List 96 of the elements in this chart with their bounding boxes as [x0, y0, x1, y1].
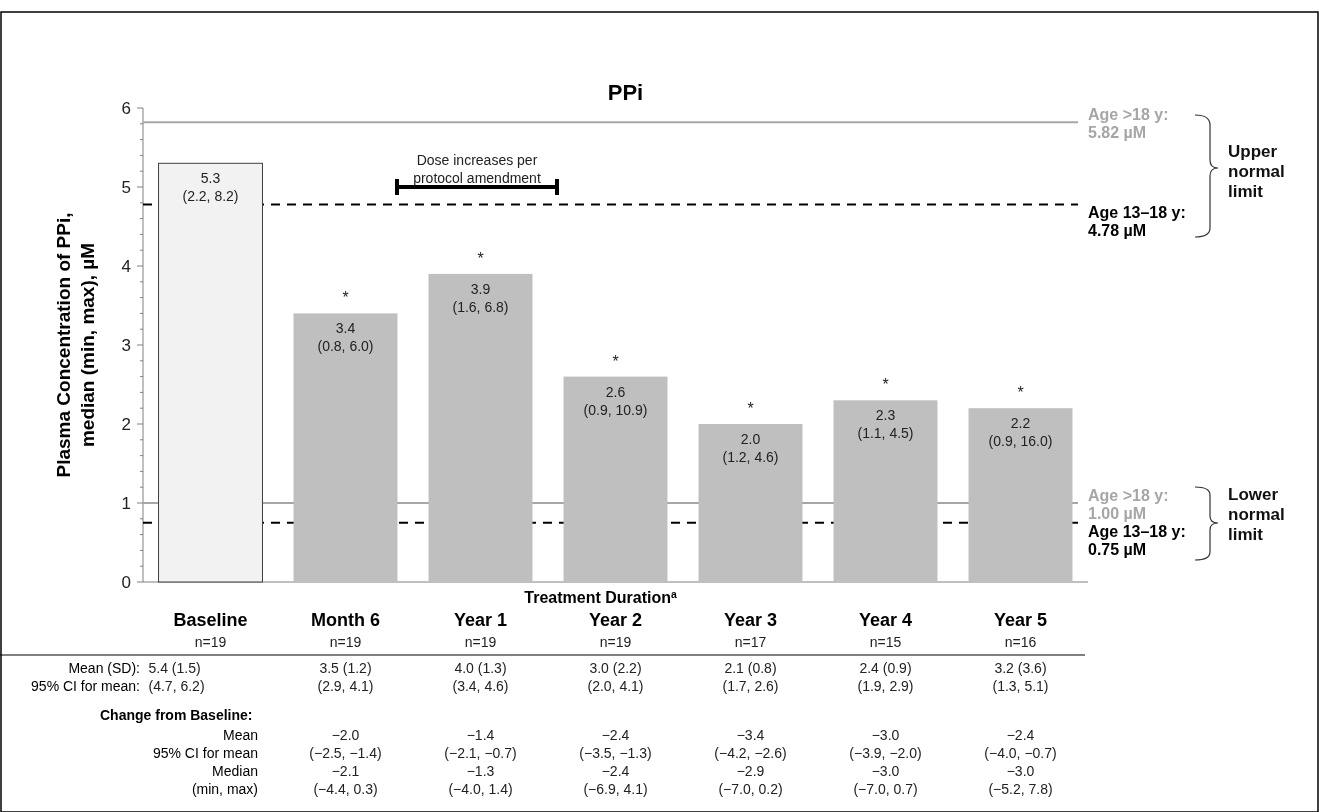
- bar: [563, 376, 668, 582]
- annotation: *: [342, 289, 349, 307]
- text: (−7.0, 0.2): [718, 780, 783, 797]
- x-tick-label: Year 1: [453, 610, 508, 630]
- annotation: Dose increases per protocol amendment: [413, 152, 541, 186]
- bar: [428, 273, 533, 582]
- text: (−4.2, −2.6): [714, 744, 787, 761]
- text: (−5.2, 7.8): [988, 780, 1053, 797]
- text: (1.7, 2.6): [722, 677, 779, 694]
- x-tick-label: Month 6: [311, 610, 380, 630]
- x-tick-label: Year 5: [993, 610, 1048, 630]
- text: −3.0: [871, 726, 900, 743]
- x-axis-title: Treatment Duration$^{a}$: [524, 588, 677, 606]
- text: Lower normal limit: [1228, 485, 1285, 544]
- annotation: *: [477, 249, 484, 267]
- text: 4.0 (1.3): [454, 659, 507, 676]
- annotation: *: [882, 376, 889, 394]
- text: (2.0, 4.1): [587, 677, 644, 694]
- data-label: 2.2 (0.9, 16.0): [988, 415, 1053, 450]
- bar: [293, 313, 398, 582]
- text: −2.4: [601, 726, 630, 743]
- text: (−4.0, −0.7): [984, 744, 1057, 761]
- text: (1.3, 5.1): [992, 677, 1049, 694]
- annotation: *: [612, 352, 619, 370]
- text: Mean (SD):: [68, 659, 140, 676]
- y-tick-label: 5: [121, 177, 131, 197]
- ref-line-label: Age >18 y: 5.82 µM: [1088, 106, 1169, 142]
- text: (−7.0, 0.7): [853, 780, 918, 797]
- text: (2.9, 4.1): [317, 677, 374, 694]
- y-tick-label: 1: [121, 493, 131, 513]
- text: 3.5 (1.2): [319, 659, 372, 676]
- text: n=17: [734, 633, 767, 650]
- bar: [833, 400, 938, 582]
- text: (1.9, 2.9): [857, 677, 914, 694]
- ref-line-label: Age 13–18 y: 4.78 µM: [1088, 204, 1186, 240]
- text: −3.0: [871, 762, 900, 779]
- text: (min, max): [191, 780, 258, 797]
- text: −2.4: [1006, 726, 1035, 743]
- ref-line-label: Age >18 y: 1.00 µM: [1088, 487, 1169, 523]
- text: −3.4: [736, 726, 765, 743]
- text: −2.1: [331, 762, 360, 779]
- text: (−6.9, 4.1): [583, 780, 648, 797]
- text: 2.1 (0.8): [724, 659, 777, 676]
- x-tick-label: Baseline: [173, 610, 248, 630]
- text: −3.0: [1006, 762, 1035, 779]
- data-label: 3.4 (0.8, 6.0): [317, 320, 374, 355]
- text: −1.3: [466, 762, 495, 779]
- bar: [158, 162, 263, 583]
- data-label: 2.0 (1.2, 4.6): [722, 431, 779, 465]
- data-label: 5.3 (2.2, 8.2): [182, 170, 239, 205]
- text: 3.0 (2.2): [589, 659, 642, 676]
- text: Upper normal limit: [1228, 142, 1285, 201]
- text: n=16: [1004, 633, 1037, 650]
- y-tick-label: 4: [121, 256, 131, 276]
- x-tick-label: Year 2: [588, 610, 643, 630]
- text: Median: [212, 762, 258, 779]
- chart-title: PPi: [607, 80, 644, 105]
- text: 3.2 (3.6): [994, 659, 1047, 676]
- text: (4.7, 6.2): [148, 677, 205, 694]
- y-tick-label: 0: [121, 572, 131, 592]
- y-tick-label: 6: [121, 98, 131, 118]
- text: (3.4, 4.6): [452, 677, 509, 694]
- bar: [698, 424, 803, 582]
- text: n=19: [194, 633, 227, 650]
- y-axis-title: Plasma Concentration of PPi, median (min, max), µM: [53, 212, 98, 478]
- text: −2.0: [331, 726, 360, 743]
- x-tick-label: Year 3: [723, 610, 778, 630]
- text: (−3.9, −2.0): [849, 744, 922, 761]
- text: (−2.5, −1.4): [309, 744, 382, 761]
- text: n=19: [464, 633, 497, 650]
- data-label: 2.6 (0.9, 10.9): [583, 383, 648, 418]
- text: n=15: [869, 633, 902, 650]
- text: (−4.4, 0.3): [313, 780, 378, 797]
- annotation: *: [1017, 384, 1024, 402]
- annotation: *: [747, 400, 754, 417]
- text: (−4.0, 1.4): [448, 780, 513, 797]
- text: n=19: [599, 633, 632, 650]
- ref-line-label: Age 13–18 y: 0.75 µM: [1088, 522, 1186, 558]
- data-label: 3.9 (1.6, 6.8): [452, 280, 509, 315]
- y-tick-label: 2: [121, 414, 131, 434]
- text: (−3.5, −1.3): [579, 744, 652, 761]
- text: −2.4: [601, 762, 630, 779]
- text: 95% CI for mean: [152, 744, 258, 761]
- text: (−2.1, −0.7): [444, 744, 517, 761]
- bar: [968, 408, 1073, 582]
- text: 2.4 (0.9): [859, 659, 912, 676]
- text: 95% CI for mean:: [31, 677, 140, 694]
- x-tick-label: Year 4: [858, 610, 913, 630]
- text: 5.4 (1.5): [148, 659, 201, 676]
- y-tick-label: 3: [121, 335, 131, 355]
- text: −1.4: [466, 726, 495, 743]
- data-label: 2.3 (1.1, 4.5): [857, 407, 914, 442]
- text: −2.9: [736, 762, 765, 779]
- text: n=19: [329, 633, 362, 650]
- text: Change from Baseline:: [100, 706, 253, 723]
- text: Mean: [222, 726, 258, 743]
